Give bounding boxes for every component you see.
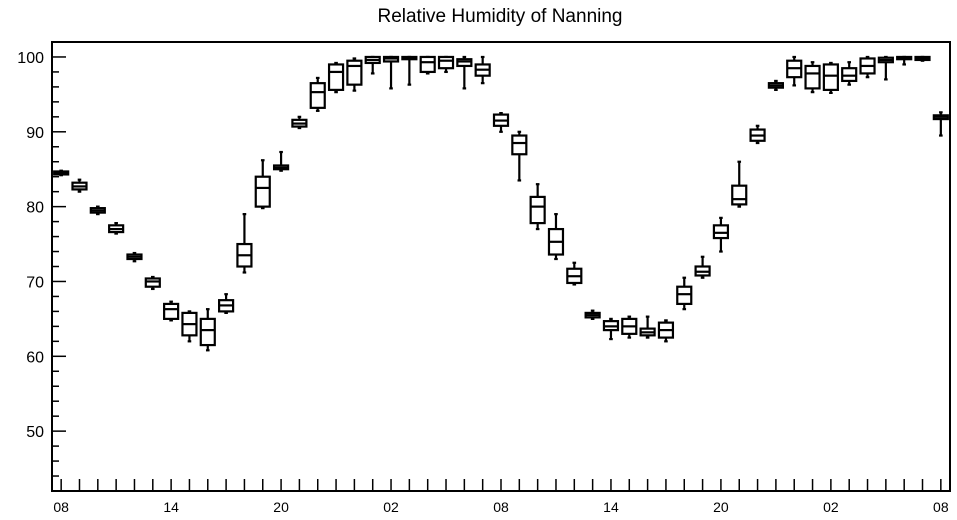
plot-frame: [51, 41, 951, 492]
x-tick-label: 20: [713, 499, 729, 515]
box-series: [53, 55, 949, 352]
x-tick-label: 14: [603, 499, 619, 515]
box: [767, 79, 784, 91]
box-iqr: [712, 224, 730, 240]
box: [841, 61, 858, 86]
box-iqr: [529, 195, 546, 225]
box: [89, 205, 106, 216]
box: [749, 124, 766, 145]
box: [181, 310, 198, 343]
box: [511, 130, 528, 182]
box: [437, 55, 455, 74]
box-iqr: [676, 285, 693, 306]
x-tick-label: 08: [933, 499, 949, 515]
x-tick-label: 02: [823, 499, 839, 515]
box: [254, 159, 271, 210]
x-tick-label: 08: [53, 499, 69, 515]
box-iqr: [144, 277, 161, 288]
box: [108, 221, 125, 235]
box-iqr: [163, 302, 180, 320]
box: [712, 216, 730, 253]
box-iqr: [841, 67, 858, 83]
y-tick-label: 60: [26, 349, 44, 366]
box: [474, 55, 491, 85]
box: [547, 213, 565, 261]
box: [327, 61, 345, 94]
x-tick-label: 02: [383, 499, 399, 515]
y-tick-label: 50: [26, 424, 44, 441]
box-iqr: [456, 58, 473, 68]
box: [291, 115, 308, 130]
box: [419, 55, 436, 75]
box: [456, 55, 473, 90]
box-iqr: [437, 55, 455, 70]
box: [731, 160, 748, 208]
box: [144, 275, 161, 291]
box: [822, 61, 839, 94]
box: [914, 55, 931, 62]
y-tick-label: 100: [17, 50, 44, 67]
box-iqr: [254, 175, 271, 208]
box: [218, 293, 235, 314]
box-iqr: [804, 64, 821, 90]
y-axis: 50 60 70 80 90 100: [17, 41, 66, 492]
box: [859, 55, 876, 79]
box: [71, 178, 88, 193]
box-iqr: [511, 134, 528, 156]
box-iqr: [309, 82, 326, 109]
box: [272, 150, 290, 172]
box: [346, 57, 363, 92]
box: [786, 55, 803, 87]
box-iqr: [327, 63, 345, 91]
box: [932, 111, 949, 137]
box-iqr: [822, 63, 839, 91]
chart-title: Relative Humidity of Nanning: [377, 6, 622, 27]
box: [126, 251, 143, 263]
box: [657, 319, 675, 343]
box: [584, 309, 601, 320]
box: [53, 169, 70, 177]
box: [236, 213, 253, 274]
box: [896, 55, 913, 66]
x-tick-label: 14: [163, 499, 179, 515]
y-tick-label: 70: [26, 274, 44, 291]
box: [364, 55, 381, 75]
y-tick-label: 80: [26, 200, 44, 217]
x-tick-label: 20: [273, 499, 289, 515]
box: [566, 261, 583, 286]
box: [639, 315, 656, 339]
box: [401, 55, 418, 86]
box: [694, 255, 711, 279]
box: [529, 183, 546, 231]
box: [621, 315, 638, 339]
y-tick-label: 90: [26, 125, 44, 142]
box-iqr: [199, 317, 216, 347]
box: [676, 276, 693, 311]
x-axis: 08 14 20 02 08 14 20 02 08: [53, 479, 949, 515]
box-iqr: [731, 184, 748, 206]
box: [199, 308, 216, 352]
box: [492, 111, 510, 133]
box: [382, 55, 400, 90]
box: [877, 55, 894, 81]
x-tick-label: 08: [493, 499, 509, 515]
box: [804, 61, 821, 94]
box-iqr: [346, 59, 363, 86]
box: [163, 300, 180, 322]
box-iqr: [419, 55, 436, 74]
box: [309, 76, 326, 112]
box: [602, 317, 620, 341]
